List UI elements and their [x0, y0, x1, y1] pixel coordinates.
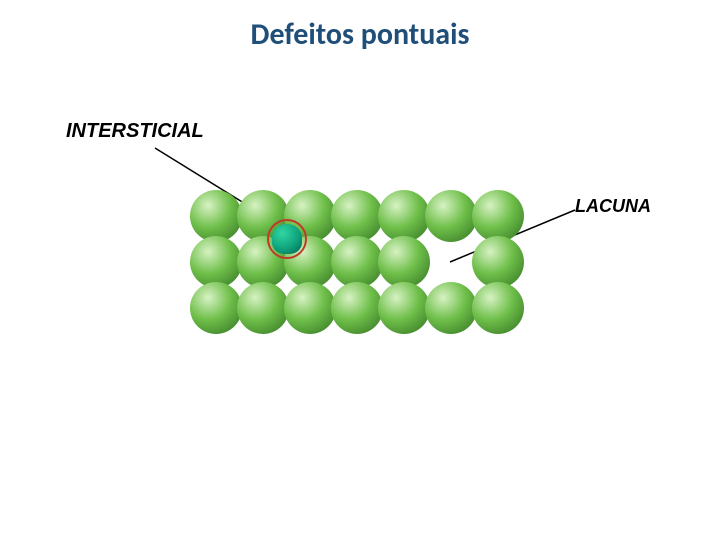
atom — [378, 236, 430, 288]
atom — [331, 282, 383, 334]
atom — [190, 236, 242, 288]
label-intersticial: INTERSTICIAL — [66, 120, 204, 143]
atom — [237, 282, 289, 334]
atom — [472, 190, 524, 242]
atom — [284, 282, 336, 334]
atom — [425, 282, 477, 334]
atom — [378, 282, 430, 334]
page-title: Defeitos pontuais — [0, 16, 720, 53]
atom — [190, 282, 242, 334]
interstitial-atom — [272, 224, 302, 254]
atom — [190, 190, 242, 242]
atom — [331, 236, 383, 288]
atom — [425, 190, 477, 242]
atom — [331, 190, 383, 242]
atom — [472, 236, 524, 288]
atom — [378, 190, 430, 242]
atom — [472, 282, 524, 334]
lattice-diagram — [190, 190, 570, 350]
label-lacuna: LACUNA — [575, 196, 651, 217]
